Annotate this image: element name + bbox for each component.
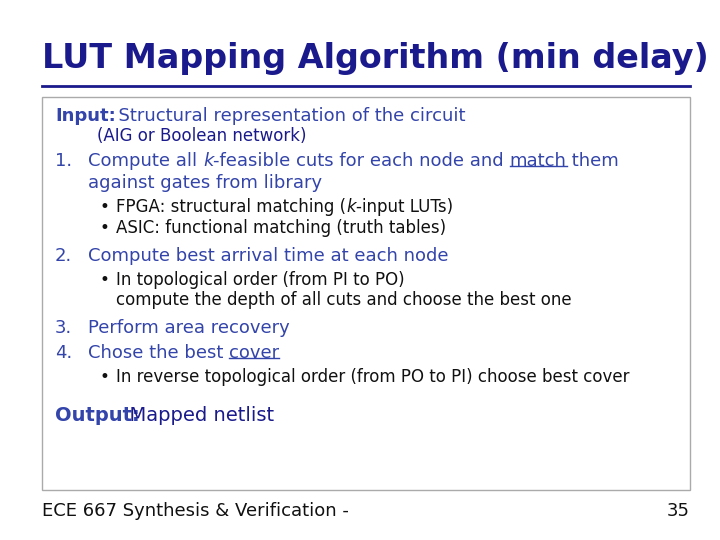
Text: In reverse topological order (from PO to PI) choose best cover: In reverse topological order (from PO to… <box>116 368 629 386</box>
Text: In topological order (from PI to PO): In topological order (from PI to PO) <box>116 271 405 289</box>
Text: ECE 667 Synthesis & Verification -: ECE 667 Synthesis & Verification - <box>42 502 349 520</box>
Text: Compute best arrival time at each node: Compute best arrival time at each node <box>88 247 449 265</box>
Text: Input:: Input: <box>55 107 116 125</box>
Text: 2.: 2. <box>55 247 72 265</box>
Text: Mapped netlist: Mapped netlist <box>117 406 274 425</box>
Text: •: • <box>100 271 110 289</box>
Text: compute the depth of all cuts and choose the best one: compute the depth of all cuts and choose… <box>116 291 572 309</box>
Text: them: them <box>567 152 619 170</box>
FancyBboxPatch shape <box>42 97 690 490</box>
Text: Compute all: Compute all <box>88 152 203 170</box>
Text: •: • <box>100 368 110 386</box>
Text: 1.: 1. <box>55 152 72 170</box>
Text: •: • <box>100 219 110 237</box>
Text: cover: cover <box>229 344 279 362</box>
Text: LUT Mapping Algorithm (min delay): LUT Mapping Algorithm (min delay) <box>42 42 708 75</box>
Text: (AIG or Boolean network): (AIG or Boolean network) <box>55 127 307 145</box>
Text: 35: 35 <box>667 502 690 520</box>
Text: -feasible cuts for each node and: -feasible cuts for each node and <box>213 152 510 170</box>
Text: against gates from library: against gates from library <box>88 174 322 192</box>
Text: Structural representation of the circuit: Structural representation of the circuit <box>107 107 466 125</box>
Text: k: k <box>203 152 213 170</box>
Text: Output:: Output: <box>55 406 140 425</box>
Text: ASIC: functional matching (truth tables): ASIC: functional matching (truth tables) <box>116 219 446 237</box>
Text: -input LUTs): -input LUTs) <box>356 198 453 216</box>
Text: 3.: 3. <box>55 319 72 337</box>
Text: •: • <box>100 198 110 216</box>
Text: Perform area recovery: Perform area recovery <box>88 319 289 337</box>
Text: 4.: 4. <box>55 344 72 362</box>
Text: FPGA: structural matching (: FPGA: structural matching ( <box>116 198 346 216</box>
Text: match: match <box>510 152 567 170</box>
Text: k: k <box>346 198 356 216</box>
Text: Chose the best: Chose the best <box>88 344 229 362</box>
